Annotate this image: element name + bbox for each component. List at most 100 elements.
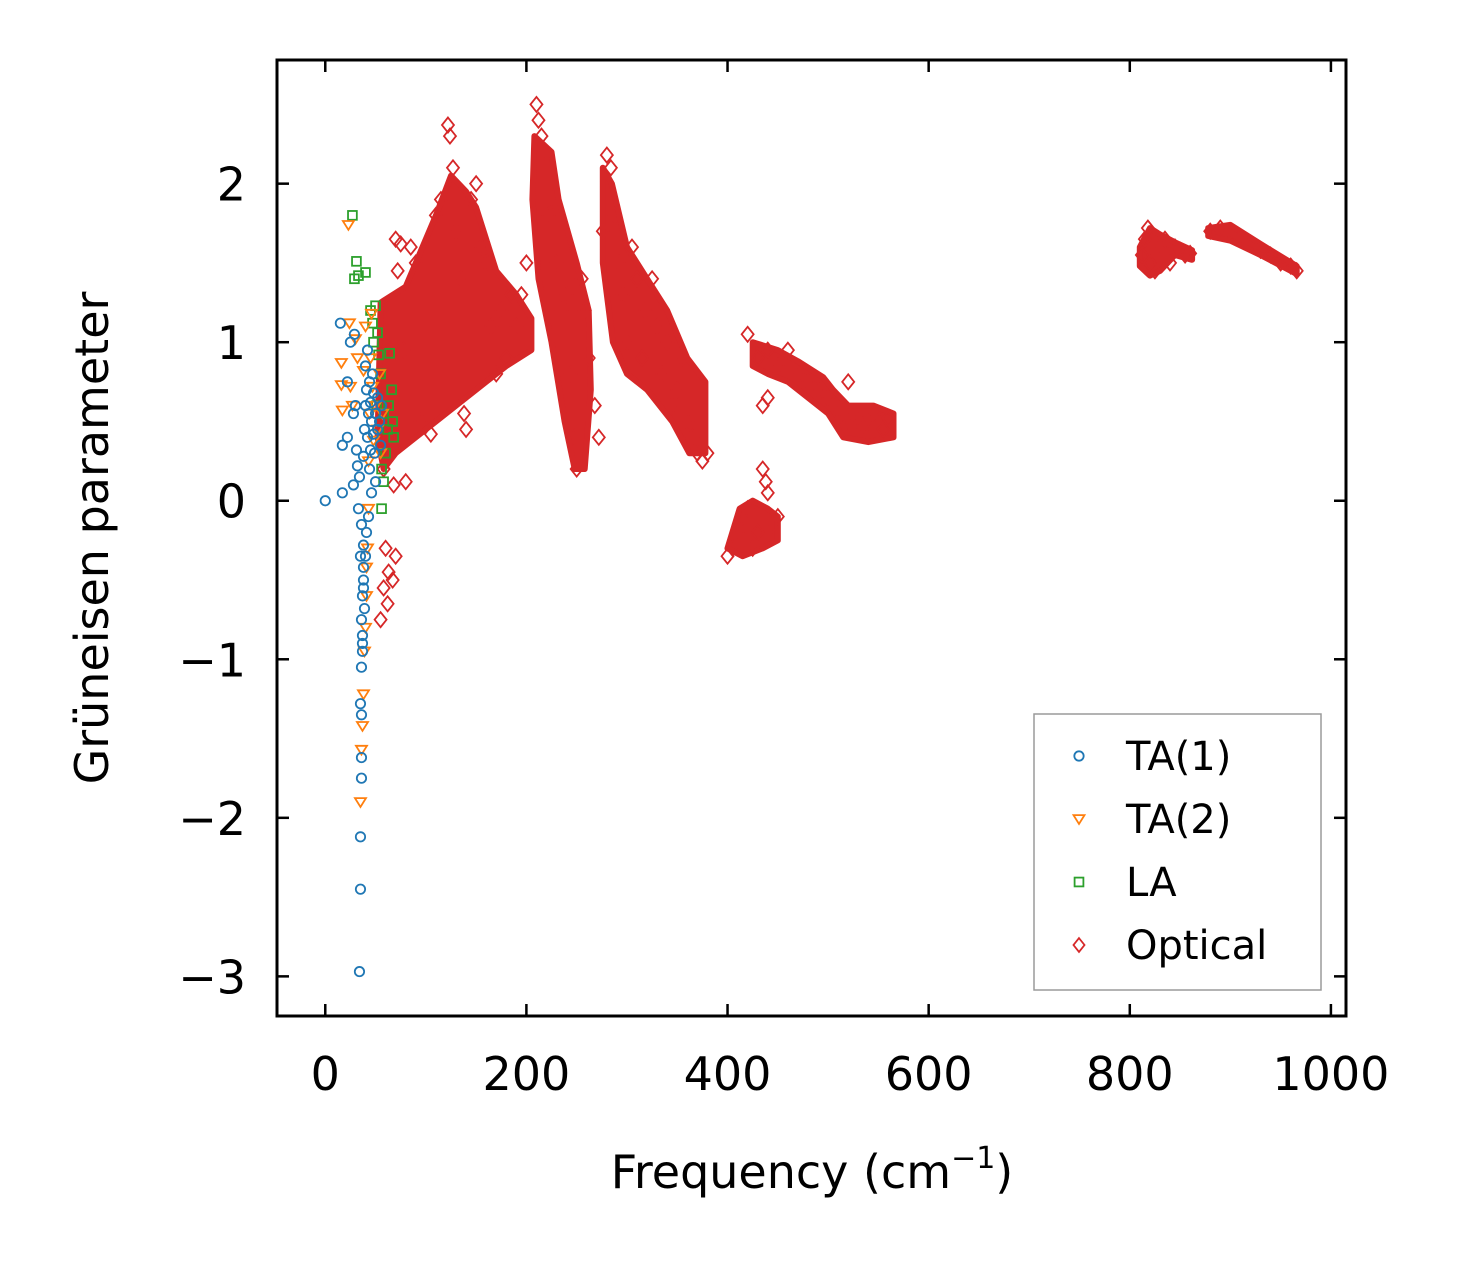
point-ta-2-1 (334, 358, 349, 370)
legend-marker-ta-2 (1071, 814, 1087, 826)
x-tick-label-1000: 1000 (1272, 1047, 1389, 1101)
point-optical-96 (780, 341, 796, 360)
point-optical-63 (619, 333, 635, 352)
point-optical-49 (563, 364, 578, 383)
point-optical-3 (380, 594, 395, 613)
point-optical-94 (760, 341, 775, 360)
point-ta-1-22 (354, 698, 367, 710)
point-ta-1-52 (371, 423, 384, 435)
point-ta-1-8 (347, 407, 360, 420)
point-optical-65 (629, 269, 645, 288)
point-ta-2-9 (353, 797, 368, 809)
point-ta-1-18 (354, 831, 367, 843)
point-ta-2-3 (335, 405, 350, 418)
point-optical-15 (398, 472, 413, 491)
y-tick-label--3: −3 (178, 950, 246, 1004)
point-optical-26 (456, 404, 472, 423)
point-optical-129 (1223, 222, 1238, 241)
point-ta-1-15 (353, 966, 366, 978)
point-optical-28 (463, 190, 479, 209)
point-optical-79 (700, 444, 715, 463)
point-optical-20 (433, 190, 449, 209)
point-optical-69 (649, 317, 665, 336)
point-optical-34 (494, 301, 509, 320)
point-optical-73 (670, 380, 685, 399)
point-optical-97 (790, 364, 806, 383)
point-optical-117 (1140, 219, 1156, 237)
x-tick-label-0: 0 (311, 1047, 340, 1101)
point-ta-1-1 (334, 317, 346, 329)
point-optical-50 (567, 428, 582, 447)
point-optical-75 (680, 412, 695, 431)
point-optical-76 (685, 428, 700, 447)
point-ta-1-61 (360, 526, 373, 539)
point-optical-122 (1162, 253, 1178, 272)
point-ta-1-23 (355, 661, 368, 673)
point-optical-23 (445, 158, 461, 177)
point-optical-32 (484, 317, 499, 336)
point-ta-1-34 (359, 360, 372, 372)
point-optical-87 (755, 460, 770, 478)
point-optical-111 (876, 420, 891, 439)
point-optical-24 (448, 222, 464, 241)
point-optical-89 (760, 483, 775, 502)
point-optical-99 (810, 380, 826, 399)
point-la-9 (372, 327, 383, 338)
point-optical-84 (740, 499, 755, 518)
point-ta-1-53 (374, 415, 386, 428)
point-optical-58 (599, 146, 615, 165)
point-optical-47 (554, 301, 569, 320)
point-optical-121 (1157, 230, 1173, 249)
point-optical-72 (665, 396, 680, 415)
point-ta-2-12 (356, 689, 371, 701)
point-optical-104 (841, 372, 856, 391)
point-ta-1-9 (348, 328, 361, 340)
point-optical-31 (479, 253, 494, 272)
x-tick-label-600: 600 (885, 1047, 973, 1101)
point-optical-131 (1243, 234, 1258, 253)
point-ta-2-14 (358, 622, 373, 635)
point-optical-5 (376, 578, 391, 597)
point-ta-2-30 (358, 321, 373, 333)
point-ta-1-62 (362, 511, 375, 523)
point-optical-14 (396, 341, 411, 360)
point-la-15 (384, 348, 395, 359)
point-optical-8 (388, 547, 403, 566)
point-ta-1-56 (357, 582, 370, 594)
point-optical-10 (390, 261, 405, 280)
point-optical-67 (637, 301, 653, 320)
legend-label-optical: Optical (1126, 923, 1267, 969)
point-optical-54 (581, 349, 596, 367)
point-optical-18 (423, 425, 439, 444)
y-tick-label-1: 1 (217, 316, 246, 370)
point-optical-35 (499, 349, 514, 367)
point-optical-27 (458, 420, 474, 439)
legend-label-la: LA (1126, 860, 1177, 906)
point-optical-93 (750, 349, 765, 367)
point-la-2 (351, 256, 362, 267)
point-ta-1-36 (361, 344, 374, 356)
x-tick-label-400: 400 (684, 1047, 772, 1101)
point-optical-12 (388, 230, 403, 249)
optical-density-layer (374, 133, 1300, 560)
point-la-18 (376, 503, 387, 514)
point-optical-56 (591, 428, 606, 447)
point-ta-2-7 (348, 334, 363, 346)
point-ta-1-59 (356, 629, 369, 642)
scatter-marker-layer (319, 95, 1304, 978)
point-ta-2-0 (341, 220, 356, 232)
point-optical-134 (1273, 253, 1288, 272)
point-optical-53 (577, 301, 592, 320)
point-optical-125 (1177, 246, 1193, 264)
point-optical-82 (730, 523, 745, 542)
point-ta-1-14 (353, 471, 366, 483)
point-optical-44 (541, 206, 556, 225)
point-la-4 (360, 267, 371, 278)
point-optical-130 (1233, 230, 1248, 249)
point-optical-48 (559, 285, 574, 304)
optical-density-region-0 (374, 172, 535, 472)
point-optical-113 (755, 396, 770, 415)
point-optical-135 (1283, 257, 1298, 276)
point-optical-107 (856, 415, 871, 434)
